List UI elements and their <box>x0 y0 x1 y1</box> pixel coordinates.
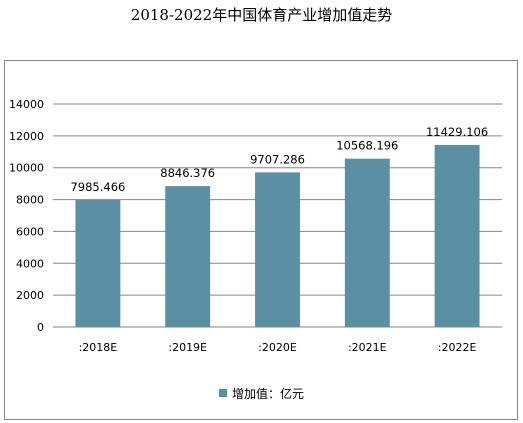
legend-label: 增加值：亿元 <box>231 387 304 401</box>
data-label: 9707.286 <box>250 152 305 166</box>
y-tick-label: 0 <box>37 321 44 334</box>
bar <box>255 172 300 327</box>
x-tick-label: :2021E <box>348 341 387 354</box>
bars <box>75 144 480 327</box>
y-tick-label: 2000 <box>16 289 44 302</box>
chart-title: 2018-2022年中国体育产业增加值走势 <box>130 6 393 24</box>
data-labels: 7985.466 8846.376 9707.286 10568.196 11429.1… <box>70 125 488 194</box>
y-tick-label: 6000 <box>16 225 44 238</box>
data-label: 8846.376 <box>160 166 215 180</box>
data-label: 7985.466 <box>70 180 125 194</box>
x-axis-ticks: :2018E :2019E :2020E :2021E :2022E <box>79 341 477 354</box>
y-tick-label: 4000 <box>16 257 44 270</box>
data-label: 11429.106 <box>426 125 488 139</box>
x-tick-label: :2022E <box>438 341 477 354</box>
legend-swatch <box>218 388 227 397</box>
y-tick-label: 12000 <box>9 130 44 143</box>
bar <box>434 144 480 327</box>
x-tick-label: :2020E <box>258 341 297 354</box>
y-axis-ticks: 0 2000 4000 6000 8000 10000 12000 14000 <box>9 98 44 334</box>
x-tick-label: :2018E <box>79 341 118 354</box>
bar <box>165 186 211 327</box>
legend: 增加值：亿元 <box>0 385 523 402</box>
y-tick-label: 10000 <box>9 162 44 175</box>
bar <box>344 158 390 327</box>
bar <box>75 199 121 327</box>
y-tick-label: 8000 <box>16 194 44 207</box>
y-tick-label: 14000 <box>9 98 44 111</box>
data-label: 10568.196 <box>336 139 398 153</box>
x-tick-label: :2019E <box>168 341 207 354</box>
